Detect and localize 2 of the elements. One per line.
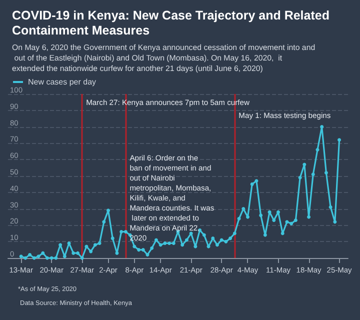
legend-label: New cases per day [28, 78, 96, 86]
chart-title: COVID-19 in Kenya: New Case Trajectory and Related Containment Measures [12, 8, 333, 38]
